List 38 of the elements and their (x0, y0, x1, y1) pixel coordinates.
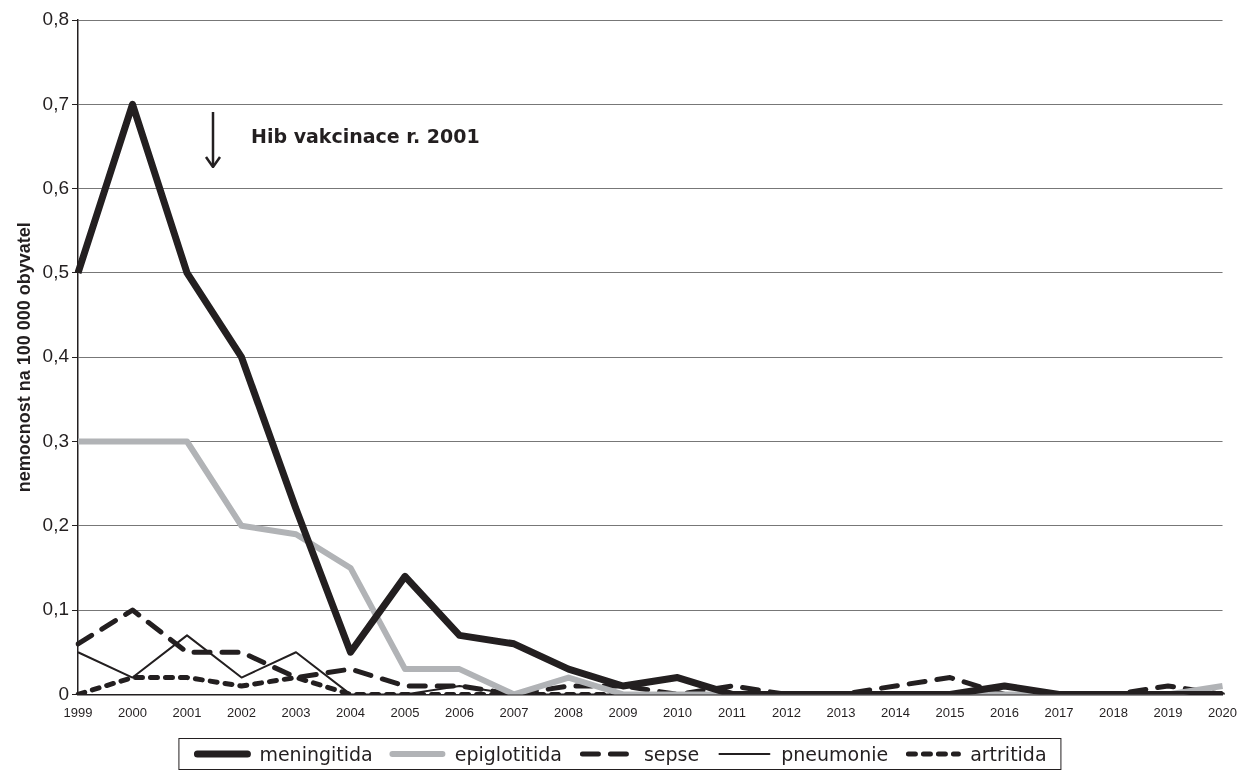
x-tick-label: 2010 (663, 704, 692, 720)
x-tick-label: 2018 (1099, 704, 1128, 720)
y-tick-label: 0,6 (42, 176, 70, 198)
x-tick-label: 2006 (445, 704, 474, 720)
y-tick-label: 0,2 (42, 514, 70, 536)
legend-label: epiglotitida (454, 743, 562, 765)
x-tick-label: 2015 (935, 704, 965, 720)
x-tick-label: 2007 (499, 704, 529, 720)
legend-label: pneumonie (781, 743, 889, 765)
x-tick-label: 2013 (826, 704, 856, 720)
x-tick-label: 2017 (1044, 704, 1074, 720)
x-tick-label: 2014 (881, 704, 910, 720)
y-tick-label: 0,8 (42, 8, 70, 30)
x-tick-label: 2003 (281, 704, 311, 720)
x-tick-label: 2016 (990, 704, 1019, 720)
annotation: Hib vakcinace r. 2001 (251, 124, 480, 147)
legend-label: artritida (970, 743, 1047, 765)
y-tick-label: 0 (58, 682, 70, 704)
y-tick-label: 0,7 (42, 92, 70, 114)
x-tick-label: 1999 (63, 704, 93, 720)
legend-label: sepse (643, 743, 700, 765)
x-tick-label: 2000 (118, 704, 147, 720)
x-tick-label: 2001 (172, 704, 202, 720)
y-tick-label: 0,3 (42, 429, 70, 451)
x-tick-label: 2004 (336, 704, 365, 720)
x-tick-label: 2008 (554, 704, 583, 720)
y-axis-title: nemocnost na 100 000 obyvatel (13, 222, 34, 493)
y-tick-label: 0,4 (42, 345, 70, 367)
x-tick-label: 2019 (1153, 704, 1183, 720)
y-tick-label: 0,1 (42, 598, 70, 620)
x-tick-label: 2020 (1208, 704, 1237, 720)
x-tick-label: 2009 (608, 704, 638, 720)
x-tick-label: 2002 (227, 704, 256, 720)
x-tick-label: 2005 (390, 704, 420, 720)
x-tick-label: 2012 (772, 704, 801, 720)
y-tick-label: 0,5 (42, 261, 70, 283)
legend-label: meningitida (259, 743, 373, 765)
x-tick-label: 2011 (718, 704, 747, 720)
